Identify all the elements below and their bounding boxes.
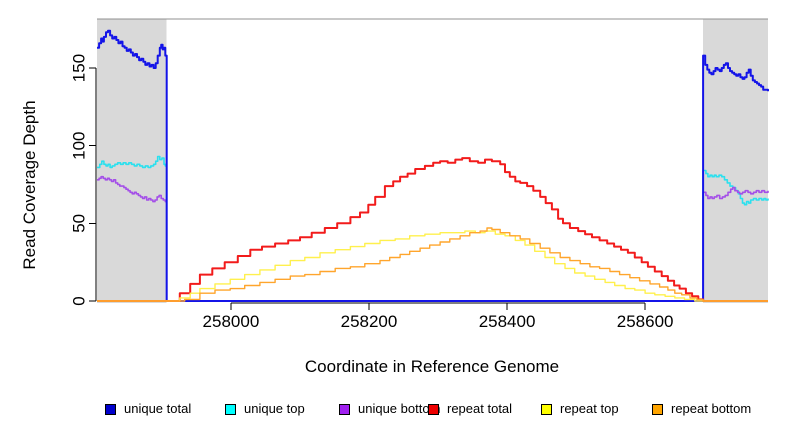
y-tick-label: 0 xyxy=(70,296,89,305)
legend-item-unique-total: unique total xyxy=(105,401,191,417)
legend-swatch xyxy=(339,403,350,415)
legend-label: repeat bottom xyxy=(671,401,752,416)
legend-item-repeat-top: repeat top xyxy=(541,401,619,417)
x-tick-label: 258400 xyxy=(479,312,536,331)
legend-label: repeat total xyxy=(447,401,513,416)
x-axis-title: Coordinate in Reference Genome xyxy=(304,357,560,376)
legend-label: repeat top xyxy=(560,401,619,416)
x-tick-label: 258000 xyxy=(203,312,260,331)
y-tick-label: 150 xyxy=(70,54,89,82)
legend-item-unique-top: unique top xyxy=(225,401,305,417)
y-axis-title: Read Coverage Depth xyxy=(20,100,39,270)
series-line-unique-bottom xyxy=(97,175,769,302)
legend-item-unique-bottom: unique bottom xyxy=(339,401,440,417)
legend-swatch xyxy=(652,403,663,415)
legend-swatch xyxy=(105,403,116,415)
y-tick-label: 100 xyxy=(70,131,89,159)
y-tick-label: 50 xyxy=(70,214,89,233)
legend-label: unique total xyxy=(124,401,192,416)
legend-item-repeat-total: repeat total xyxy=(428,401,512,417)
legend: unique total unique top unique bottom repea… xyxy=(0,398,792,422)
x-tick-label: 258600 xyxy=(617,312,674,331)
series-line-repeat-bottom xyxy=(97,227,768,302)
x-tick-label: 258200 xyxy=(341,312,398,331)
legend-item-repeat-bottom: repeat bottom xyxy=(652,401,751,417)
series-line-repeat-total xyxy=(97,157,768,302)
series-line-unique-total xyxy=(97,29,769,302)
legend-swatch xyxy=(541,403,552,415)
legend-swatch xyxy=(428,403,439,415)
legend-swatch xyxy=(225,403,236,415)
legend-label: unique top xyxy=(244,401,305,416)
legend-label: unique bottom xyxy=(358,401,441,416)
repeat-region-shade-right xyxy=(703,19,769,303)
